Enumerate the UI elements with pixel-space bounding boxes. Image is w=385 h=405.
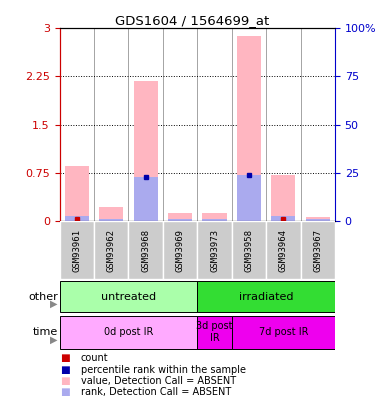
Bar [99, 219, 123, 221]
Bar [232, 316, 335, 348]
Bar [134, 81, 158, 221]
Bar [197, 221, 232, 279]
Text: GSM93961: GSM93961 [72, 228, 81, 272]
Text: ■: ■ [60, 354, 69, 363]
Text: GSM93967: GSM93967 [313, 228, 322, 272]
Text: GSM93964: GSM93964 [279, 228, 288, 272]
Bar [65, 216, 89, 221]
Text: GSM93962: GSM93962 [107, 228, 116, 272]
Bar [60, 281, 197, 312]
Bar [168, 213, 192, 221]
Text: other: other [28, 292, 58, 302]
Text: untreated: untreated [101, 292, 156, 302]
Text: GSM93968: GSM93968 [141, 228, 150, 272]
Text: GSM93973: GSM93973 [210, 228, 219, 272]
Bar [232, 221, 266, 279]
Text: ■: ■ [60, 376, 69, 386]
Text: 7d post IR: 7d post IR [259, 327, 308, 337]
Text: ▶: ▶ [50, 299, 58, 309]
Text: time: time [32, 327, 58, 337]
Bar [168, 219, 192, 221]
Text: ■: ■ [60, 365, 69, 375]
Bar [306, 217, 330, 221]
Bar [301, 221, 335, 279]
Bar [203, 219, 226, 221]
Text: count: count [81, 354, 109, 363]
Text: 3d post
IR: 3d post IR [196, 321, 233, 343]
Bar [266, 221, 301, 279]
Bar [129, 221, 163, 279]
Bar [163, 221, 197, 279]
Text: 0d post IR: 0d post IR [104, 327, 153, 337]
Bar [271, 175, 295, 221]
Text: GSM93969: GSM93969 [176, 228, 185, 272]
Bar [65, 166, 89, 221]
Text: rank, Detection Call = ABSENT: rank, Detection Call = ABSENT [81, 388, 231, 397]
Text: irradiated: irradiated [239, 292, 293, 302]
Text: value, Detection Call = ABSENT: value, Detection Call = ABSENT [81, 376, 236, 386]
Text: GSM93958: GSM93958 [244, 228, 253, 272]
Bar [197, 316, 232, 348]
Bar [203, 213, 226, 221]
Bar [237, 36, 261, 221]
Bar [197, 281, 335, 312]
Text: ■: ■ [60, 388, 69, 397]
Text: GDS1604 / 1564699_at: GDS1604 / 1564699_at [116, 14, 270, 27]
Text: ▶: ▶ [50, 335, 58, 344]
Bar [306, 219, 330, 221]
Text: percentile rank within the sample: percentile rank within the sample [81, 365, 246, 375]
Bar [271, 216, 295, 221]
Bar [99, 207, 123, 221]
Bar [60, 221, 94, 279]
Bar [237, 175, 261, 221]
Bar [94, 221, 129, 279]
Bar [134, 177, 158, 221]
Bar [60, 316, 197, 348]
